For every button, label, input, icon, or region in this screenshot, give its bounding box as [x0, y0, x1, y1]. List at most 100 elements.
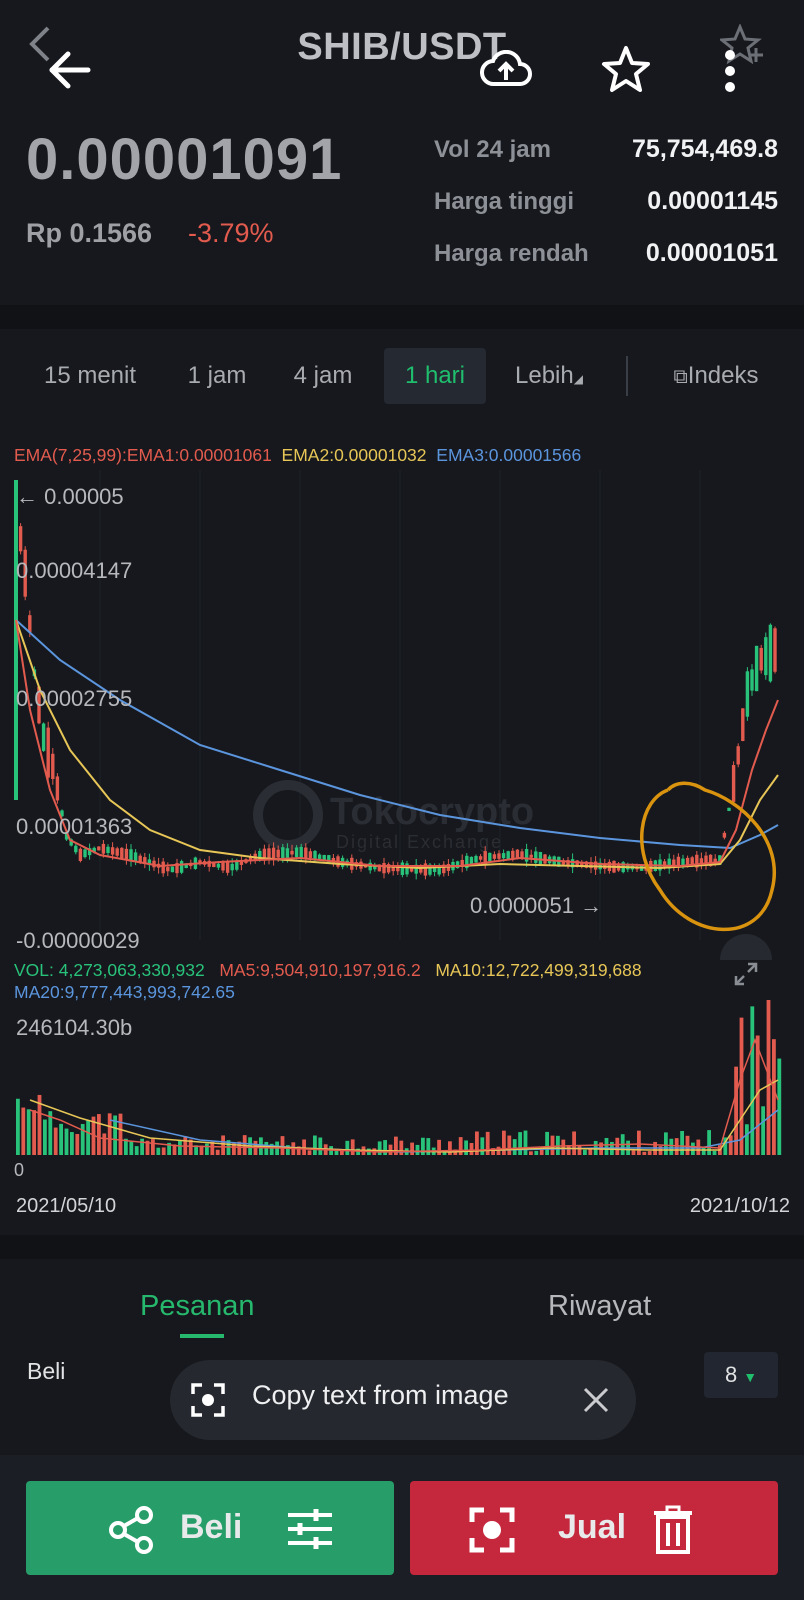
volume-bar — [199, 1145, 204, 1155]
vol-value: VOL: 4,273,063,330,932 — [14, 960, 205, 980]
candle — [294, 845, 299, 860]
volume-bar — [518, 1132, 522, 1155]
candle — [37, 685, 41, 725]
copy-text-pill[interactable] — [170, 1360, 636, 1440]
close-icon[interactable] — [582, 1386, 610, 1419]
tab-orders[interactable]: Pesanan — [140, 1290, 255, 1322]
orderbook-buy-label: Beli — [27, 1358, 66, 1384]
sell-button-label: Jual — [558, 1508, 627, 1546]
candle — [175, 858, 179, 878]
back-arrow-icon[interactable] — [46, 50, 92, 90]
min-marker-label: 0.0000051 — [470, 893, 574, 918]
volume-bar — [59, 1123, 63, 1155]
candle — [267, 844, 271, 865]
candle — [566, 857, 570, 869]
candle — [391, 861, 395, 876]
lens-scan-icon-2[interactable] — [468, 1506, 516, 1559]
trash-icon[interactable] — [652, 1505, 694, 1560]
volume-bar — [637, 1130, 641, 1155]
volume-bar — [772, 1039, 776, 1155]
candle — [699, 852, 704, 870]
volume-bar — [604, 1137, 609, 1155]
cloud-upload-icon[interactable] — [480, 50, 532, 90]
candle — [405, 860, 409, 877]
section-divider-2 — [0, 1235, 804, 1259]
last-price: 0.00001091 — [26, 127, 343, 192]
volume-bar — [145, 1140, 150, 1155]
volume-bar — [723, 1137, 728, 1155]
sell-button[interactable] — [410, 1481, 778, 1575]
candle — [51, 748, 55, 785]
volume-bar — [550, 1135, 555, 1155]
volume-bar — [53, 1127, 58, 1155]
volume-bar — [280, 1136, 285, 1155]
tab-separator — [626, 356, 628, 396]
ema-label: EMA(7,25,99): — [14, 445, 127, 465]
volume-bar — [642, 1151, 647, 1155]
volume-bar — [232, 1143, 236, 1155]
candle — [704, 851, 708, 870]
volume-bar — [156, 1147, 161, 1155]
volume-bar — [496, 1146, 501, 1155]
volume-bar — [664, 1132, 668, 1155]
ma10-line — [29, 1079, 779, 1153]
candle — [18, 523, 23, 555]
candle — [460, 854, 464, 873]
expand-icon[interactable] — [720, 934, 772, 960]
volume-max-label: 246104.30b — [16, 1015, 133, 1040]
candle — [179, 859, 184, 875]
candle — [423, 859, 428, 880]
tab-4h[interactable]: 4 jam — [293, 362, 353, 389]
candle — [373, 862, 377, 872]
buy-button[interactable] — [26, 1481, 394, 1575]
candle — [750, 664, 754, 696]
candle — [207, 856, 211, 872]
axis-label-2: 0.00004147 — [16, 558, 133, 583]
stat-label-volume: Vol 24 jam — [434, 136, 551, 163]
candle — [529, 849, 533, 863]
volume-bar — [458, 1137, 463, 1155]
max-marker-arrow: ← — [16, 484, 38, 509]
ma20-value: MA20:9,777,443,993,742.65 — [14, 982, 235, 1002]
tab-1h[interactable]: 1 jam — [187, 362, 247, 389]
tab-15m[interactable]: 15 menit — [43, 362, 137, 389]
candle — [120, 847, 124, 860]
volume-bar — [685, 1135, 690, 1155]
candle — [414, 858, 418, 880]
price-chart[interactable]: Tokocrypto Digital Exchange — [0, 470, 804, 960]
section-divider — [0, 305, 804, 329]
candle — [667, 853, 671, 874]
candle — [170, 866, 175, 873]
stat-value-low: 0.00001051 — [645, 239, 778, 267]
volume-bar — [426, 1138, 431, 1155]
axis-label-5: -0.00000029 — [16, 928, 140, 953]
tab-1d[interactable]: 1 hari — [384, 348, 486, 404]
lens-scan-icon — [190, 1382, 226, 1423]
candle — [469, 856, 474, 865]
buy-button-label: Beli — [180, 1508, 243, 1546]
share-icon[interactable] — [106, 1505, 156, 1560]
depth-select[interactable]: 8 ▼ — [704, 1352, 778, 1398]
volume-bar — [16, 1098, 20, 1155]
sliders-icon[interactable] — [286, 1505, 334, 1558]
star-icon[interactable] — [600, 44, 652, 94]
more-vertical-icon[interactable] — [722, 48, 738, 94]
tab-history[interactable]: Riwayat — [548, 1290, 652, 1322]
candle — [106, 844, 110, 856]
volume-bar — [86, 1120, 90, 1155]
volume-bar — [172, 1144, 177, 1155]
volume-bar — [340, 1150, 344, 1155]
candle — [722, 831, 727, 840]
tab-index[interactable]: ⧉Indeks — [660, 348, 772, 404]
volume-bar — [178, 1140, 182, 1155]
volume-bar — [302, 1139, 306, 1155]
tab-more[interactable]: Lebih◢ — [506, 348, 592, 404]
volume-bar — [777, 1058, 782, 1155]
min-marker-arrow: → — [580, 893, 603, 918]
candle — [442, 861, 446, 877]
candle — [736, 743, 740, 768]
volume-bar — [588, 1149, 593, 1155]
volume-bar — [583, 1149, 587, 1155]
expand-arrows-icon[interactable] — [732, 960, 760, 993]
volume-bar — [269, 1143, 274, 1155]
